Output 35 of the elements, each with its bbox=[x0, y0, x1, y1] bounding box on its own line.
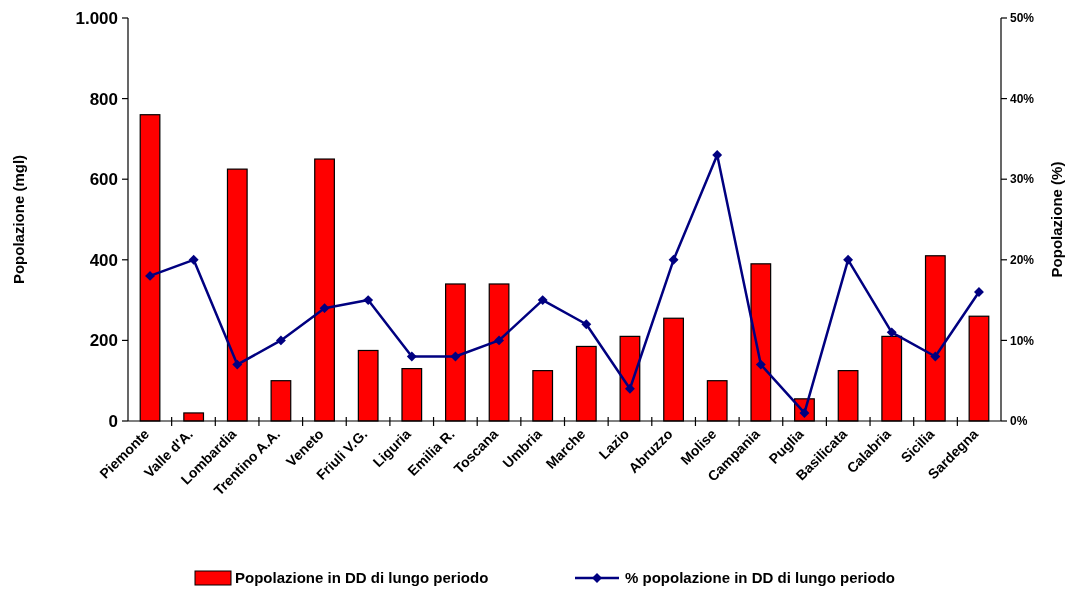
point bbox=[886, 327, 897, 338]
point bbox=[712, 150, 723, 160]
y-tick-label: 600 bbox=[89, 170, 118, 190]
y2-tick-label: 40% bbox=[1010, 91, 1035, 106]
y-tick-label: 1.000 bbox=[75, 8, 118, 28]
point bbox=[232, 359, 243, 370]
point bbox=[755, 359, 766, 370]
y-tick-label: 0 bbox=[108, 411, 118, 431]
point bbox=[668, 254, 679, 265]
point bbox=[974, 287, 984, 297]
y-tick-label: 400 bbox=[89, 250, 118, 270]
point bbox=[319, 303, 330, 314]
point bbox=[406, 351, 417, 362]
y2-tick-label: 10% bbox=[1010, 333, 1035, 348]
y2-tick-label: 30% bbox=[1010, 172, 1035, 187]
point bbox=[537, 295, 548, 306]
y2-tick-label: 50% bbox=[1010, 11, 1035, 26]
point bbox=[843, 254, 854, 265]
legend-label: % popolazione in DD di lungo periodo bbox=[625, 569, 895, 587]
point bbox=[275, 335, 286, 346]
y-tick-label: 800 bbox=[89, 89, 118, 109]
point bbox=[450, 351, 461, 362]
point bbox=[930, 351, 941, 362]
y-axis-title: Popolazione (mgl) bbox=[10, 154, 27, 285]
point bbox=[581, 319, 592, 330]
point bbox=[494, 335, 505, 346]
point bbox=[188, 254, 199, 265]
y2-tick-label: 20% bbox=[1010, 253, 1035, 267]
point bbox=[145, 270, 155, 281]
legend-label: Popolazione in DD di lungo periodo bbox=[235, 569, 489, 587]
y2-axis-title: Popolazione (%) bbox=[1048, 161, 1065, 278]
y-tick-label: 200 bbox=[89, 331, 118, 351]
point bbox=[363, 295, 374, 306]
y2-tick-label: 0% bbox=[1010, 414, 1028, 429]
point bbox=[624, 383, 635, 394]
